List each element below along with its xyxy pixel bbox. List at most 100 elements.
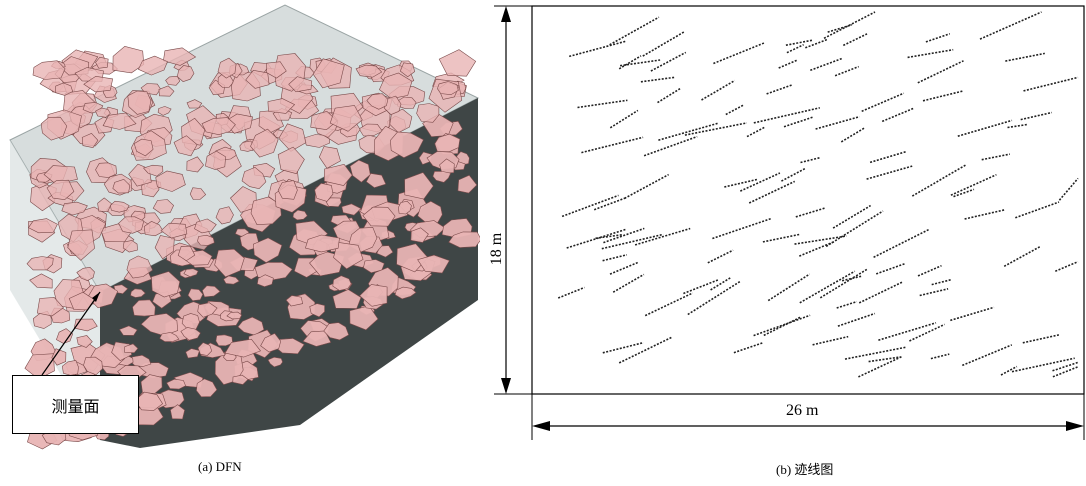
fracture-polygon bbox=[73, 318, 98, 332]
fracture-trace bbox=[799, 270, 856, 304]
fracture-polygon bbox=[323, 322, 350, 341]
fracture-polygon bbox=[124, 343, 139, 354]
fracture-polygon bbox=[186, 156, 204, 173]
fracture-polygon bbox=[399, 62, 416, 78]
fracture-trace bbox=[748, 180, 796, 204]
fracture-polygon bbox=[355, 64, 383, 78]
fracture-polygon bbox=[61, 359, 79, 376]
fracture-polygon bbox=[87, 283, 119, 309]
fracture-polygon bbox=[155, 170, 186, 192]
fracture-polygon bbox=[362, 206, 396, 227]
fracture-polygon bbox=[241, 166, 267, 190]
fracture-polygon bbox=[288, 76, 313, 93]
fracture-polygon bbox=[384, 95, 402, 115]
fracture-polygon bbox=[176, 65, 195, 82]
width-arrow-left bbox=[532, 421, 550, 431]
fracture-trace bbox=[753, 107, 820, 124]
fracture-trace bbox=[618, 55, 642, 70]
fracture-trace bbox=[624, 173, 669, 200]
fracture-trace bbox=[618, 336, 672, 364]
fracture-polygon bbox=[61, 201, 88, 216]
fracture-polygon bbox=[217, 57, 237, 79]
fracture-trace bbox=[836, 300, 858, 309]
fracture-trace bbox=[762, 233, 801, 243]
fracture-trace bbox=[684, 122, 748, 136]
fracture-polygon bbox=[56, 328, 74, 344]
fracture-polygon bbox=[434, 133, 461, 153]
fracture-polygon bbox=[277, 180, 298, 200]
fracture-polygon bbox=[76, 266, 95, 282]
fracture-polygon bbox=[32, 60, 66, 80]
fracture-trace bbox=[832, 204, 872, 229]
fracture-polygon bbox=[278, 123, 307, 152]
fracture-polygon bbox=[332, 289, 362, 309]
fracture-trace bbox=[643, 135, 698, 157]
fracture-trace bbox=[825, 210, 884, 248]
fracture-trace bbox=[1015, 201, 1060, 219]
fracture-trace bbox=[753, 314, 811, 337]
fracture-trace bbox=[581, 136, 644, 154]
fracture-trace bbox=[909, 323, 945, 342]
fracture-polygon bbox=[404, 172, 434, 200]
fracture-trace bbox=[609, 16, 660, 46]
fracture-polygon bbox=[432, 170, 452, 183]
fracture-polygon bbox=[438, 49, 477, 77]
fracture-trace bbox=[837, 312, 876, 327]
fracture-trace bbox=[683, 279, 719, 295]
fracture-trace bbox=[1052, 361, 1079, 372]
fracture-polygon bbox=[416, 103, 440, 123]
fracture-polygon bbox=[95, 56, 109, 69]
fracture-trace bbox=[834, 65, 859, 77]
fracture-polygon bbox=[359, 284, 388, 307]
width-label: 26 m bbox=[786, 402, 819, 419]
trace-map-figure bbox=[494, 5, 1085, 440]
fracture-polygon bbox=[83, 75, 114, 93]
height-arrow-bottom bbox=[501, 378, 511, 394]
fracture-polygon bbox=[197, 342, 213, 356]
fracture-polygon bbox=[197, 234, 215, 246]
fracture-polygon bbox=[318, 146, 341, 169]
fracture-polygon bbox=[154, 235, 175, 260]
panel-b-caption: (b) 迹线图 bbox=[776, 462, 834, 477]
fracture-polygon bbox=[197, 302, 218, 318]
fracture-polygon bbox=[137, 55, 168, 76]
fracture-polygon bbox=[285, 295, 304, 307]
fracture-polygon bbox=[309, 303, 325, 318]
fracture-trace bbox=[881, 107, 915, 123]
fracture-trace bbox=[858, 355, 903, 378]
fracture-polygon bbox=[112, 45, 145, 74]
fracture-polygon bbox=[448, 231, 480, 248]
fracture-trace bbox=[1000, 365, 1018, 376]
fracture-trace bbox=[609, 109, 639, 129]
callout-leader-arrowhead bbox=[92, 292, 100, 302]
fracture-trace bbox=[840, 127, 866, 143]
fracture-polygon bbox=[410, 227, 429, 243]
fracture-polygon bbox=[341, 203, 362, 216]
fracture-polygon bbox=[173, 135, 198, 157]
fracture-polygon bbox=[194, 218, 217, 234]
fracture-polygon bbox=[142, 164, 164, 177]
dfn-block-illustration bbox=[9, 4, 480, 450]
fracture-polygon bbox=[267, 98, 296, 114]
fracture-polygon bbox=[185, 348, 200, 359]
fracture-trace bbox=[602, 254, 628, 262]
callout-leader-line bbox=[41, 291, 101, 376]
fracture-trace bbox=[767, 273, 811, 302]
fracture-trace bbox=[794, 235, 847, 245]
fracture-polygon bbox=[390, 131, 424, 159]
fracture-trace bbox=[1022, 334, 1060, 344]
fracture-trace bbox=[1023, 76, 1079, 92]
fracture-polygon bbox=[152, 199, 174, 214]
fracture-trace bbox=[657, 87, 682, 104]
fracture-polygon bbox=[127, 90, 152, 115]
fracture-trace bbox=[925, 33, 951, 43]
fracture-trace bbox=[602, 341, 644, 354]
fracture-polygon bbox=[215, 334, 234, 347]
fracture-polygon bbox=[133, 138, 154, 157]
fracture-trace bbox=[713, 41, 766, 65]
fracture-trace bbox=[815, 115, 860, 130]
fracture-polygon bbox=[51, 348, 67, 366]
fracture-trace bbox=[595, 233, 624, 240]
fracture-polygon bbox=[302, 330, 332, 347]
trace-map-frame bbox=[531, 5, 1085, 395]
